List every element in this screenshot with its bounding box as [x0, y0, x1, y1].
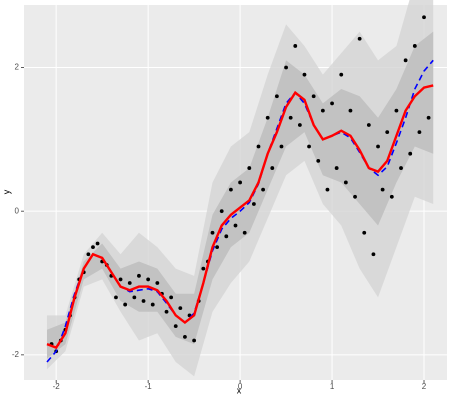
data-point — [256, 144, 261, 149]
data-point — [362, 230, 367, 235]
data-point — [146, 277, 151, 282]
confidence-band — [46, 31, 434, 359]
data-point — [261, 187, 265, 192]
data-point — [123, 302, 128, 307]
data-point — [91, 245, 95, 249]
y-tick-label: 2 — [15, 63, 20, 72]
data-point — [325, 187, 330, 192]
y-tick-label: -2 — [12, 350, 20, 359]
y-axis-title: y — [1, 189, 11, 194]
data-point — [330, 101, 334, 106]
data-point — [233, 223, 238, 228]
data-point — [183, 334, 187, 339]
data-point — [412, 44, 417, 48]
data-point — [150, 302, 155, 307]
data-point — [251, 202, 256, 206]
data-point — [95, 241, 100, 246]
data-point — [284, 65, 288, 70]
data-point — [394, 108, 399, 113]
x-tick-label: -2 — [53, 382, 61, 391]
data-point — [86, 252, 91, 257]
data-point — [389, 194, 394, 199]
data-point — [353, 194, 357, 199]
data-point — [316, 158, 321, 163]
data-point — [238, 180, 242, 185]
data-point — [201, 266, 206, 271]
data-point — [307, 144, 311, 149]
data-point — [169, 295, 174, 300]
data-point — [224, 234, 229, 239]
data-point — [215, 245, 220, 249]
x-tick-label: 0 — [238, 382, 243, 391]
data-point — [288, 115, 293, 120]
data-point — [385, 130, 390, 135]
data-point — [348, 108, 353, 113]
data-point — [219, 209, 224, 214]
data-point — [132, 295, 137, 300]
data-point — [302, 72, 307, 77]
data-point — [155, 281, 160, 285]
data-point — [297, 123, 302, 127]
y-tick-label: 0 — [15, 206, 20, 215]
data-point — [247, 166, 252, 170]
data-point — [334, 166, 339, 170]
data-point — [339, 72, 344, 77]
fitted-line — [46, 84, 434, 350]
data-point — [422, 15, 426, 20]
x-axis-title: x — [237, 385, 242, 394]
data-point — [279, 144, 284, 149]
data-point — [366, 123, 371, 127]
x-tick-label: 2 — [422, 382, 427, 391]
data-point — [311, 94, 316, 99]
data-point — [408, 151, 413, 156]
data-point — [426, 115, 431, 120]
data-point — [274, 94, 279, 99]
data-point — [343, 180, 348, 185]
data-point — [178, 306, 183, 311]
data-point — [270, 166, 275, 170]
data-point — [376, 144, 380, 149]
data-point — [320, 108, 325, 113]
data-point — [192, 338, 197, 343]
data-point — [164, 309, 169, 314]
data-point — [173, 324, 178, 329]
data-point — [357, 36, 362, 41]
data-point — [293, 44, 298, 48]
data-point — [399, 166, 403, 170]
data-point — [417, 130, 422, 135]
x-tick-label: 1 — [330, 382, 335, 391]
data-point — [114, 295, 118, 300]
data-point — [265, 115, 270, 120]
data-point — [380, 187, 385, 192]
data-point — [210, 230, 215, 235]
data-point — [137, 273, 141, 278]
data-point — [141, 299, 146, 303]
data-point — [371, 252, 376, 257]
x-tick-label: -1 — [145, 382, 153, 391]
data-point — [403, 58, 408, 63]
data-point — [127, 281, 132, 285]
data-point — [118, 277, 123, 282]
data-point — [242, 230, 247, 235]
data-point — [229, 187, 233, 192]
